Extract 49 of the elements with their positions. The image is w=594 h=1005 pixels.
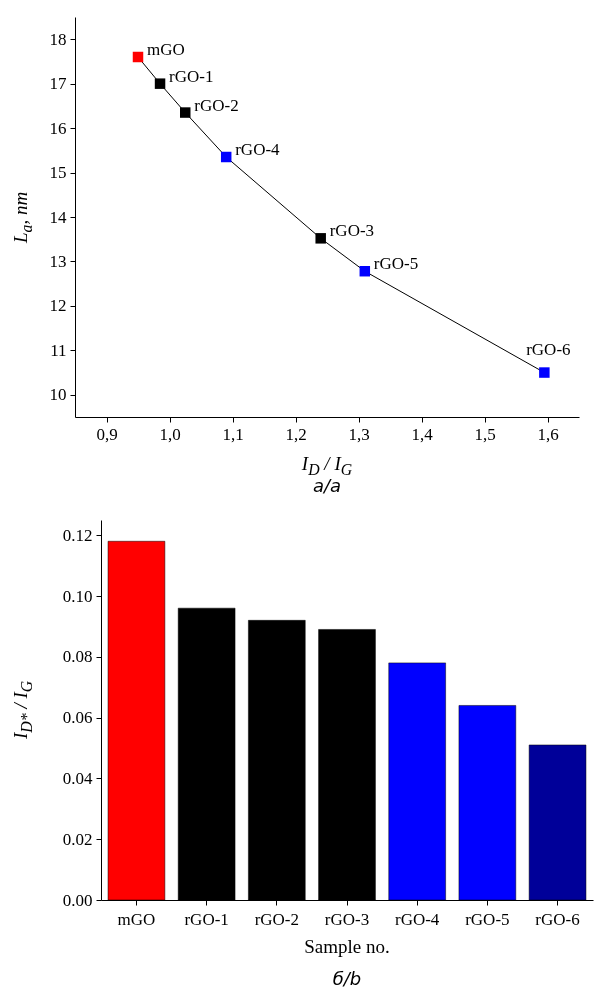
text: а/a <box>311 475 343 496</box>
y-tick-label: 18 <box>49 29 67 49</box>
y-tick-label: 12 <box>49 296 67 316</box>
x-axis-title: I$_{D}$ / I$_{G}$ <box>301 453 353 478</box>
x-tick-label: mGO <box>117 909 156 929</box>
x-tick-label: 1,3 <box>348 424 370 444</box>
y-tick-label: 10 <box>49 385 67 405</box>
x-tick-label: 1,6 <box>537 424 559 444</box>
y-tick-label: 0.02 <box>62 829 93 849</box>
x-tick-label: 1,0 <box>159 424 181 444</box>
point <box>220 151 232 163</box>
annotation: rGO-2 <box>194 95 239 115</box>
y-tick-label: 0.12 <box>62 525 93 545</box>
y-tick-label: 11 <box>50 340 67 360</box>
y-tick-label: 0.06 <box>62 708 93 728</box>
annotation: rGO-3 <box>329 221 375 241</box>
x-tick-label: rGO-6 <box>535 909 580 929</box>
x-tick-label: rGO-5 <box>465 909 510 929</box>
point <box>315 233 326 244</box>
annotation: rGO-4 <box>235 140 281 159</box>
annotation: rGO-5 <box>373 254 419 274</box>
point <box>539 367 550 378</box>
y-tick-label: 0.04 <box>62 768 93 788</box>
y-tick-label: 15 <box>49 163 67 183</box>
y-tick-label: 14 <box>49 207 67 227</box>
x-tick-label: 1,1 <box>222 424 244 444</box>
annotation: rGO-1 <box>169 66 214 86</box>
annotation: rGO-6 <box>526 339 571 359</box>
annotation: mGO <box>147 40 185 59</box>
y-tick-label: 0.08 <box>62 647 93 667</box>
x-tick-label: 1,2 <box>285 424 307 444</box>
x-tick-label: rGO-3 <box>324 909 370 929</box>
y-tick-label: 13 <box>49 251 67 271</box>
point <box>180 107 191 118</box>
y-tick-label: 16 <box>49 118 67 138</box>
point <box>132 51 144 63</box>
x-tick-label: rGO-1 <box>184 909 229 929</box>
y-tick-label: 17 <box>49 74 67 94</box>
point <box>154 78 166 89</box>
x-tick-label: rGO-4 <box>394 909 440 929</box>
x-tick-label: 1,4 <box>411 424 434 444</box>
x-tick-label: 0,9 <box>96 424 118 444</box>
y-tick-label: 0.00 <box>62 890 93 910</box>
x-tick-label: rGO-2 <box>254 909 300 929</box>
point <box>359 265 371 277</box>
x-axis-title: Sample no. <box>303 936 391 958</box>
y-tick-label: 0.10 <box>62 586 93 606</box>
x-tick-label: 1,5 <box>474 424 496 444</box>
text: б/b <box>331 968 363 989</box>
